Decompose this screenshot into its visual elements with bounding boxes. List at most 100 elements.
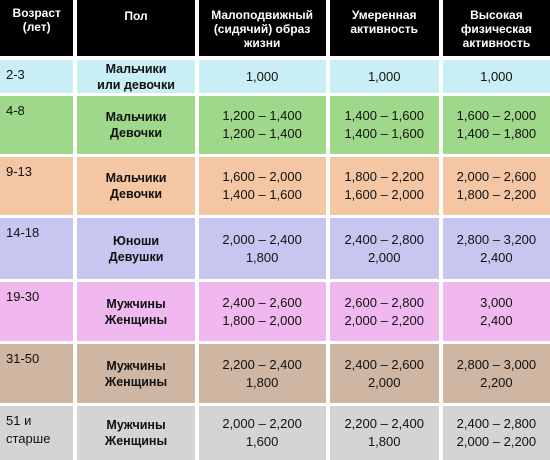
high-cell-line: 2,800 – 3,200 [456,231,537,247]
sex-cell-line: или девочки [97,77,175,92]
moderate-cell-line: 1,400 – 1,600 [344,108,424,123]
high-cell: 2,800 – 3,000 2,200 [442,344,550,403]
age-cell: 31-50 [0,344,74,403]
sedentary-cell-line: 2,400 – 2,600 [222,294,302,310]
sex-cell-line: Юноши [112,233,160,248]
sex-cell-line: Мальчики [105,171,167,185]
moderate-cell-line: 1,800 [367,434,401,449]
high-cell: 1,000 [442,60,550,93]
sedentary-cell: 1,600 – 2,000 1,400 – 1,600 [198,157,326,215]
header-text-line: Высокая [470,8,523,22]
age-cell: 14-18 [0,218,74,279]
age-cell-line: 14-18 [6,225,40,240]
sex-cell-line: Женщины [104,312,168,327]
table-row: 19-30 Мужчины Женщины 2,400 – 2,600 1,800 – … [0,282,550,341]
sedentary-cell-line: 1,600 – 2,000 [222,169,302,184]
header-text-line: жизни [243,36,281,50]
moderate-cell: 2,200 – 2,400 1,800 [329,406,439,460]
header-text-line: активность [350,22,419,36]
moderate-cell-line: 2,400 – 2,800 [344,231,424,247]
high-cell-line: 2,800 – 3,000 [456,356,537,372]
age-cell-line: 31-50 [6,351,40,366]
header-text-line: (лет) [22,20,51,34]
sedentary-cell-line: 1,200 – 1,400 [222,126,302,141]
moderate-cell: 2,400 – 2,600 2,000 [329,344,439,403]
high-cell-line: 1,000 [480,68,513,84]
sedentary-cell-line: 1,800 [245,374,279,390]
age-cell: 9-13 [0,157,74,215]
table-row: 14-18 Юноши Девушки 2,000 – 2,400 1,800 2,400… [0,218,550,279]
header-text-line: Малоподвижный [211,8,313,22]
sedentary-cell-line: 1,600 [245,434,279,449]
moderate-cell-line: 2,000 – 2,200 [344,312,424,328]
header-text-line: Пол [124,9,148,23]
moderate-cell: 2,600 – 2,800 2,000 – 2,200 [329,282,439,341]
header-sedentary: Малоподвижный (сидячий) образ жизни [198,0,326,56]
sex-cell-line: Мальчики [105,110,167,124]
high-cell-line: 2,000 – 2,600 [456,169,537,184]
high-cell-line: 3,000 [480,294,513,310]
age-cell-line: старше [6,431,51,446]
sex-cell: Мальчики Девочки [77,96,195,154]
age-cell-line: 9-13 [6,164,33,179]
moderate-cell: 2,400 – 2,800 2,000 [329,218,439,279]
high-cell-line: 1,600 – 2,000 [456,108,537,123]
moderate-cell-line: 1,000 [367,68,401,84]
header-text-line: (сидячий) образ [213,22,311,36]
high-cell: 3,000 2,400 [442,282,550,341]
sex-cell-line: Девочки [110,126,163,140]
header-text-line: Возраст [12,6,61,20]
sex-cell-line: Женщины [104,374,168,389]
high-cell: 2,000 – 2,600 1,800 – 2,200 [442,157,550,215]
header-high: Высокая физическая активность [442,0,550,56]
table-row: 9-13 Мальчики Девочки 1,600 – 2,000 1,400 – … [0,157,550,215]
moderate-cell-line: 2,000 [367,249,401,265]
moderate-cell-line: 2,600 – 2,800 [344,294,424,310]
age-cell: 2-3 [0,60,74,93]
sedentary-cell-line: 1,800 [245,249,279,265]
high-cell-line: 2,400 [480,249,513,265]
moderate-cell-line: 1,800 – 2,200 [344,169,424,184]
age-cell: 4-8 [0,96,74,154]
age-cell-line: 51 и [6,413,32,428]
high-cell: 2,400 – 2,800 2,000 – 2,200 [442,406,550,460]
sex-cell-line: Девушки [108,249,164,264]
moderate-cell: 1,400 – 1,600 1,400 – 1,600 [329,96,439,154]
high-cell: 2,800 – 3,200 2,400 [442,218,550,279]
sex-cell-line: Мужчины [106,296,166,311]
sex-cell-line: Девочки [110,187,163,201]
header-age: Возраст (лет) [0,0,74,56]
table-row: 2-3 Мальчики или девочки 1,000 1,000 1,000 [0,60,550,93]
sedentary-cell: 2,000 – 2,400 1,800 [198,218,326,279]
sedentary-cell: 2,200 – 2,400 1,800 [198,344,326,403]
high-cell-line: 1,800 – 2,200 [456,187,537,202]
sedentary-cell-line: 2,000 – 2,200 [222,416,302,431]
moderate-cell-line: 2,000 [367,374,401,390]
header-row: Возраст (лет) Пол Малоподвижный (сидячий) … [0,0,550,56]
age-cell-line: 4-8 [6,103,25,118]
sedentary-cell: 2,000 – 2,200 1,600 [198,406,326,460]
age-cell: 19-30 [0,282,74,341]
header-text-line: физическая [460,22,532,36]
moderate-cell-line: 2,400 – 2,600 [344,356,424,372]
moderate-cell: 1,000 [329,60,439,93]
high-cell: 1,600 – 2,000 1,400 – 1,800 [442,96,550,154]
age-cell-line: 2-3 [6,67,25,82]
age-cell-line: 19-30 [6,289,40,304]
moderate-cell-line: 1,600 – 2,000 [344,187,424,202]
table-row: 31-50 Мужчины Женщины 2,200 – 2,400 1,800 2,4… [0,344,550,403]
table-row: 4-8 Мальчики Девочки 1,200 – 1,400 1,200 – 1… [0,96,550,154]
high-cell-line: 2,000 – 2,200 [456,434,537,449]
high-cell-line: 2,400 – 2,800 [456,416,537,431]
header-text-line: Умеренная [351,8,417,22]
sex-cell-line: Женщины [104,434,168,448]
sedentary-cell-line: 1,400 – 1,600 [222,187,302,202]
sex-cell-line: Мужчины [106,358,166,373]
high-cell-line: 2,400 [480,312,513,328]
table-row: 51 и старше Мужчины Женщины 2,000 – 2,200 1,6… [0,406,550,460]
sedentary-cell-line: 2,000 – 2,400 [222,231,302,247]
age-cell: 51 и старше [0,406,74,460]
moderate-cell-line: 1,400 – 1,600 [344,126,424,141]
sex-cell: Мужчины Женщины [77,344,195,403]
